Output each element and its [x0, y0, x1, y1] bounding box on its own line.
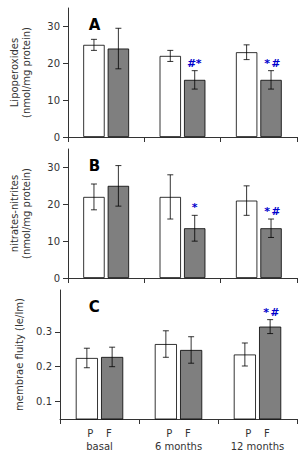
svg-text:*: *: [264, 57, 270, 70]
svg-text:12 months: 12 months: [231, 441, 285, 452]
svg-text:#: #: [271, 57, 280, 70]
svg-text:30: 30: [47, 21, 60, 32]
svg-text:6 months: 6 months: [155, 441, 202, 452]
svg-text:10: 10: [47, 236, 60, 247]
svg-text:20: 20: [47, 58, 60, 69]
svg-text:10: 10: [47, 95, 60, 106]
svg-text:#: #: [187, 57, 196, 70]
svg-text:basal: basal: [86, 441, 113, 452]
svg-text:Lipoperoxides: Lipoperoxides: [9, 38, 20, 107]
svg-text:*: *: [264, 205, 270, 218]
svg-text:P F: P F: [245, 428, 270, 439]
svg-text:nitrates-nitrites: nitrates-nitrites: [9, 175, 20, 252]
svg-text:0: 0: [54, 132, 60, 143]
svg-text:0.2: 0.2: [36, 361, 52, 372]
svg-text:0: 0: [54, 273, 60, 284]
svg-text:*: *: [263, 306, 269, 319]
svg-text:*: *: [196, 57, 202, 70]
svg-text:(nmol/mg protein): (nmol/mg protein): [21, 168, 32, 259]
svg-text:*: *: [192, 201, 198, 214]
svg-text:#: #: [271, 205, 280, 218]
svg-text:(nmol/mg protein): (nmol/mg protein): [21, 27, 32, 118]
svg-text:membrae fluity (Ie/Im): membrae fluity (Ie/Im): [14, 298, 25, 411]
svg-text:30: 30: [47, 162, 60, 173]
svg-text:0.3: 0.3: [36, 326, 52, 337]
svg-text:P F: P F: [166, 428, 191, 439]
svg-text:20: 20: [47, 199, 60, 210]
svg-text:B: B: [89, 157, 100, 175]
svg-text:#: #: [270, 306, 279, 319]
svg-text:C: C: [89, 298, 100, 316]
svg-text:P F: P F: [87, 428, 112, 439]
svg-text:0.1: 0.1: [36, 396, 52, 407]
svg-text:A: A: [89, 16, 101, 34]
